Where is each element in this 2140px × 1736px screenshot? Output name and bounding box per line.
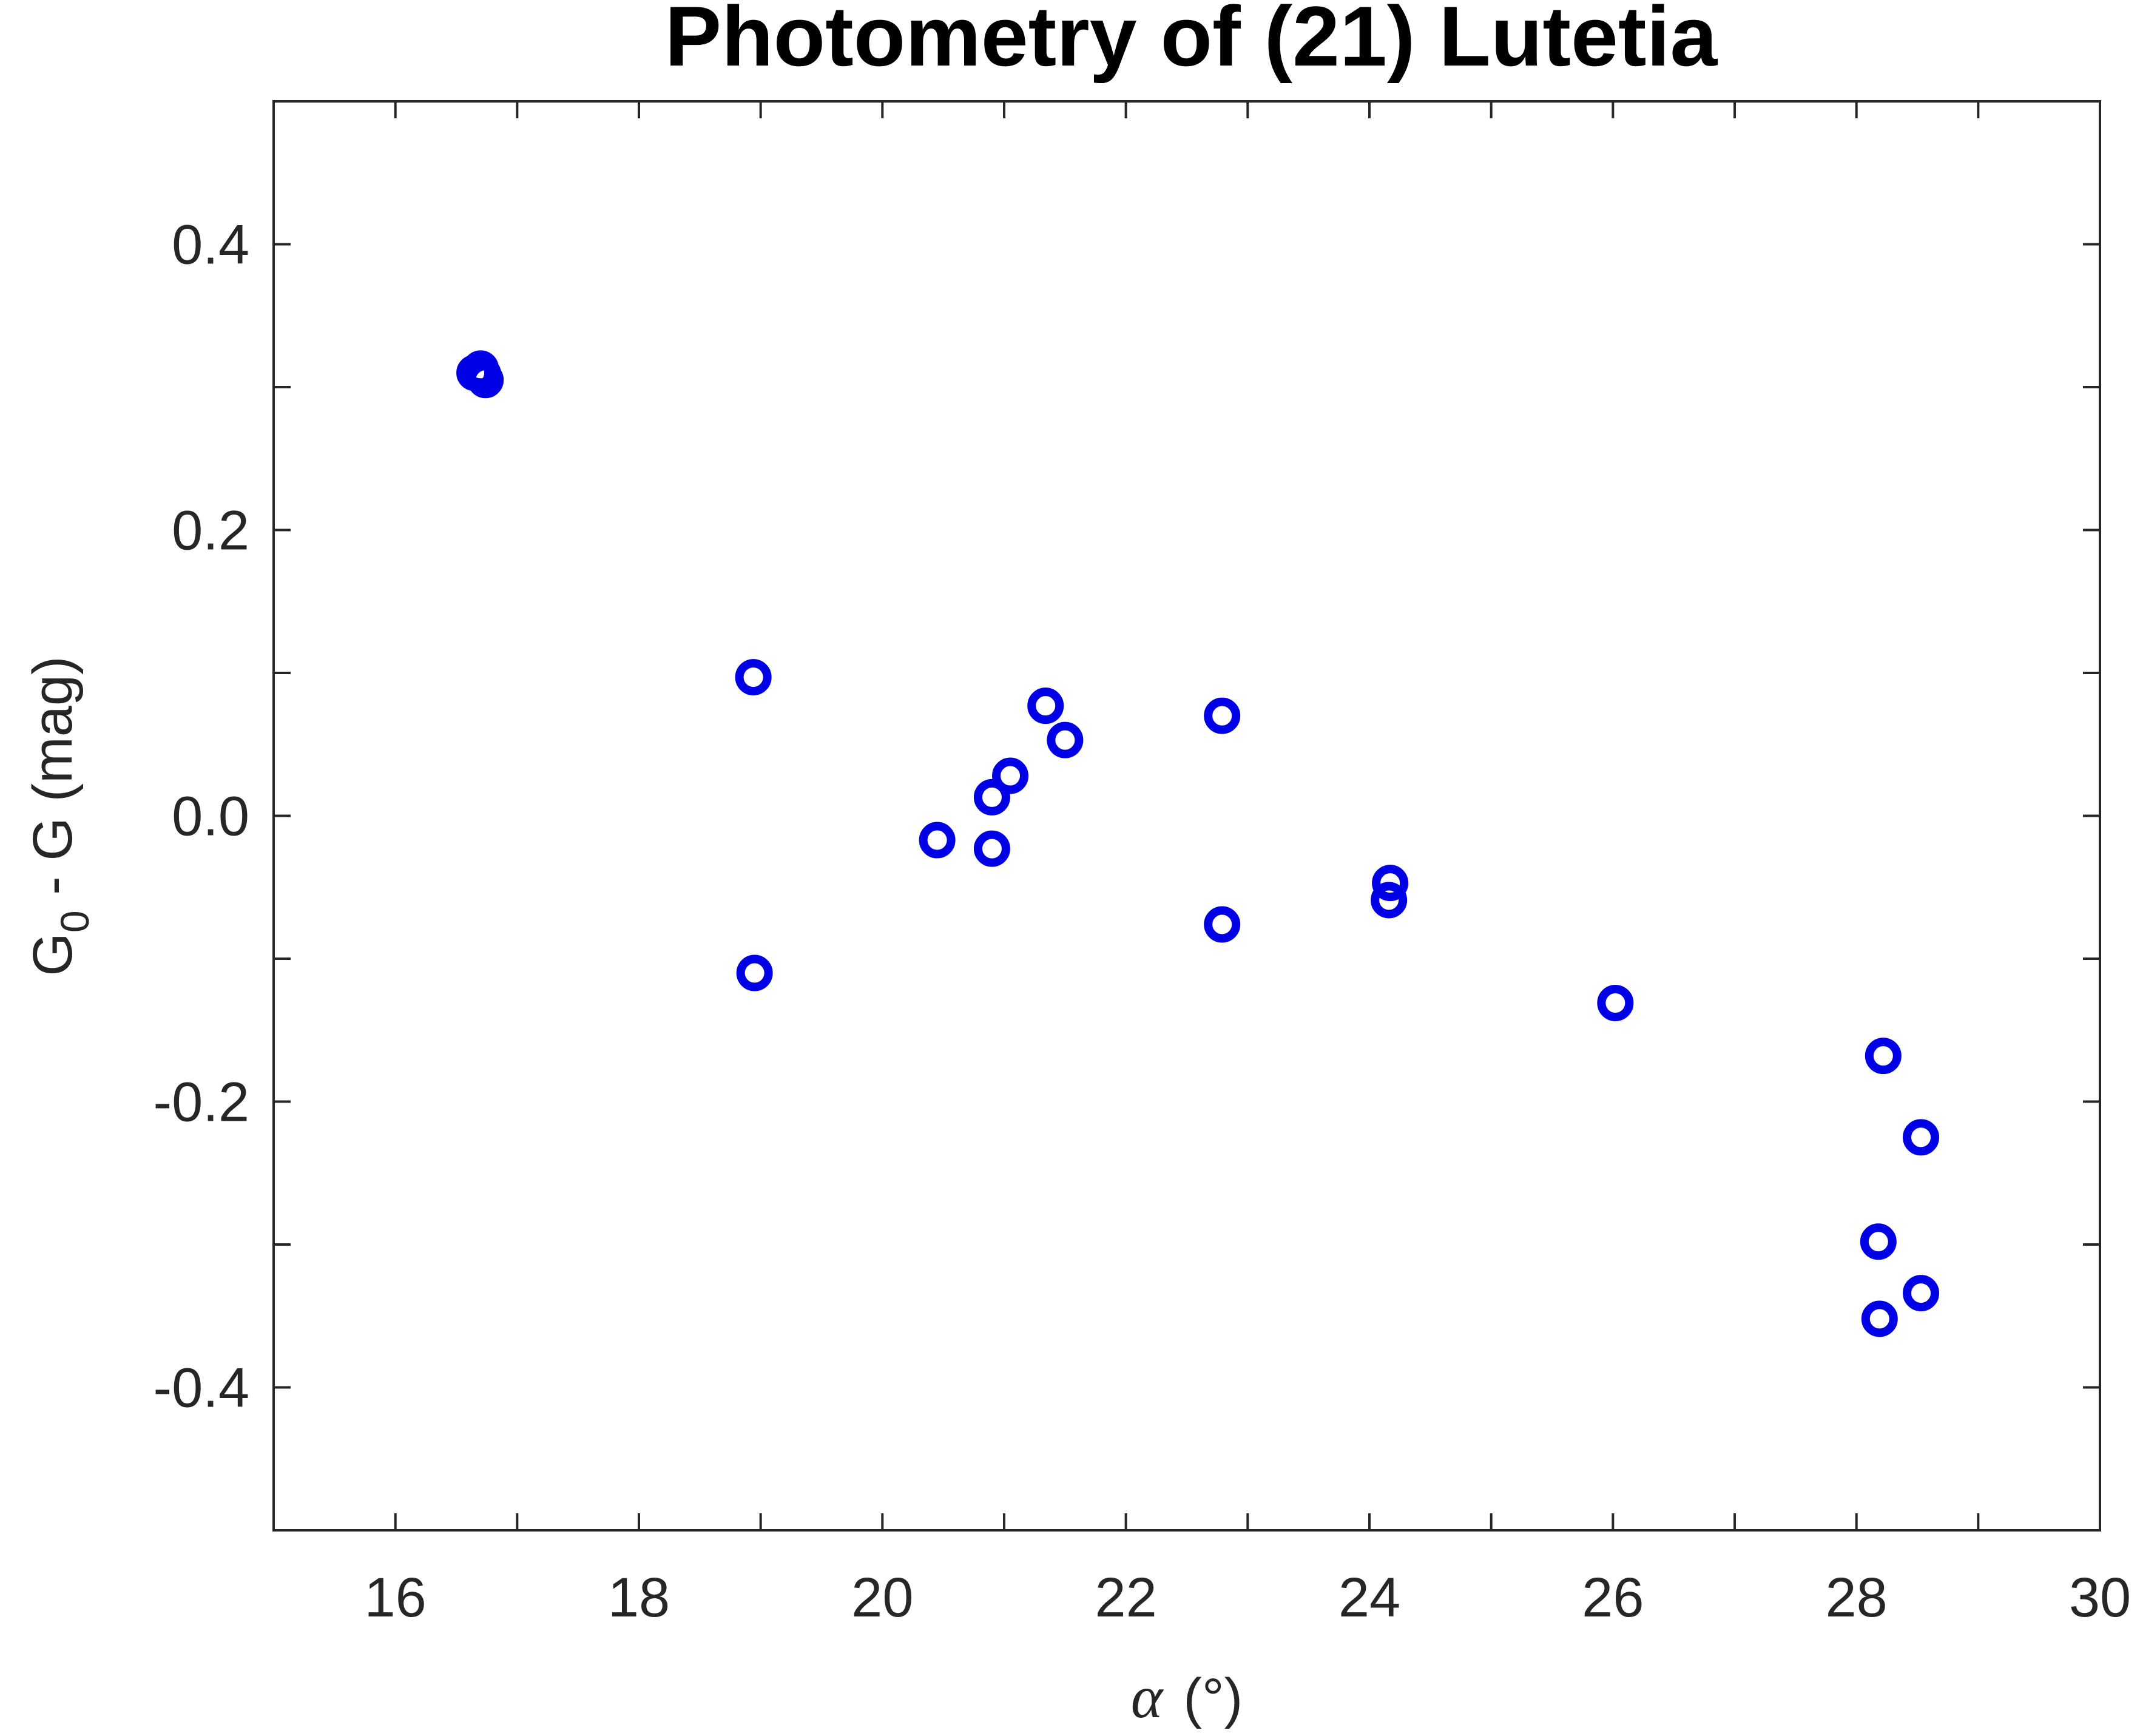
- x-axis-label-symbol: α: [1131, 1663, 1164, 1731]
- x-tick-label-0: 16: [364, 1567, 426, 1629]
- y-tick-label-2: 0.0: [172, 786, 249, 848]
- x-axis-label: α (°): [1131, 1663, 1243, 1731]
- data-point-0-14: [1372, 865, 1409, 902]
- data-point-0-19: [1860, 1223, 1897, 1260]
- x-tick-label-5: 26: [1582, 1567, 1644, 1629]
- data-point-0-8: [973, 830, 1010, 867]
- y-tick-label-4: -0.4: [153, 1357, 249, 1419]
- y-axis-label: G0 - G (mag): [22, 656, 97, 976]
- data-point-0-12: [1204, 697, 1241, 734]
- data-points: [456, 350, 1940, 1337]
- y-axis-label-main: G: [22, 933, 84, 976]
- plot-area-frame: [272, 100, 2101, 1532]
- data-point-0-10: [1027, 687, 1064, 724]
- x-tick-label-7: 30: [2069, 1567, 2131, 1629]
- data-point-0-7: [973, 778, 1010, 816]
- data-point-0-6: [919, 822, 956, 859]
- x-tick-label-3: 22: [1095, 1567, 1156, 1629]
- x-tick-label-2: 20: [851, 1567, 913, 1629]
- data-point-0-13: [1204, 906, 1241, 943]
- data-point-0-11: [1047, 721, 1084, 758]
- x-axis-tick-labels: 16 18 20 22 24 26 28 30: [364, 1567, 2131, 1629]
- data-point-0-4: [735, 659, 772, 696]
- y-axis-label-subscript: 0: [52, 910, 97, 933]
- y-axis-label-rest: - G (mag): [22, 656, 84, 910]
- y-axis-ticks: [274, 243, 2100, 1389]
- y-axis-tick-labels: 0.4 0.2 0.0 -0.2 -0.4: [153, 214, 249, 1419]
- data-point-0-17: [1865, 1038, 1902, 1075]
- x-axis-label-unit: (°): [1183, 1667, 1243, 1729]
- data-point-0-9: [992, 757, 1029, 794]
- data-point-0-16: [1597, 985, 1634, 1022]
- y-tick-label-0: 0.4: [172, 214, 249, 276]
- x-tick-label-4: 24: [1338, 1567, 1400, 1629]
- data-point-0-5: [736, 954, 773, 991]
- x-axis-ticks: [272, 101, 2101, 1530]
- chart-title: Photometry of (21) Lutetia: [665, 0, 1718, 84]
- data-point-0-3: [465, 356, 502, 393]
- y-tick-label-3: -0.2: [153, 1072, 249, 1133]
- y-tick-label-1: 0.2: [172, 500, 249, 562]
- data-point-0-18: [1903, 1119, 1940, 1156]
- x-tick-label-6: 28: [1825, 1567, 1887, 1629]
- data-point-0-21: [1861, 1300, 1898, 1337]
- data-point-0-20: [1903, 1275, 1940, 1312]
- data-point-0-15: [1371, 882, 1408, 919]
- x-tick-label-1: 18: [608, 1567, 670, 1629]
